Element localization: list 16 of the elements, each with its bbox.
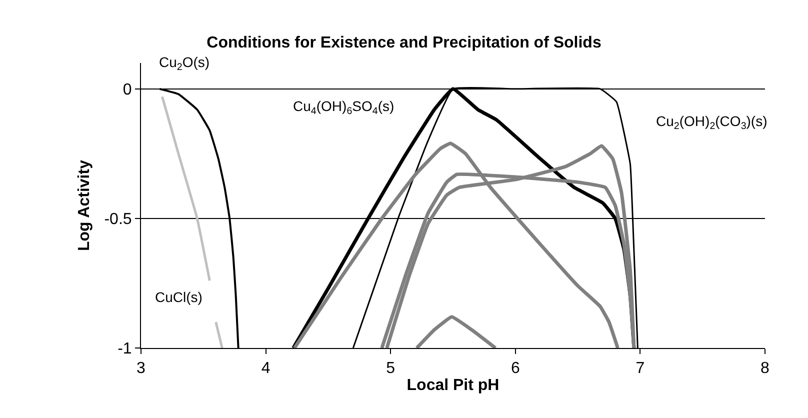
x-tick-label: 4 — [261, 360, 270, 378]
annotation: Cu$_{4}$(OH)$_{6}$SO$_{4}$(s) — [293, 98, 394, 117]
x-tick-label: 5 — [386, 360, 396, 378]
chart-title: Conditions for Existence and Precipitation of Solids — [206, 34, 602, 52]
y-tick-label: -0.5 — [104, 211, 132, 228]
x-axis-title: Local Pit pH — [406, 376, 500, 394]
annotation: Cu$_{2}$O(s) — [159, 54, 210, 73]
y-tick-label: -1 — [118, 340, 132, 358]
y-axis-title: Log Activity — [76, 160, 94, 251]
x-tick-label: 7 — [636, 360, 645, 378]
y-tick-label: 0 — [122, 82, 132, 99]
x-tick-label: 3 — [136, 360, 146, 378]
x-tick-label: 6 — [510, 360, 520, 378]
x-tick-label: 8 — [760, 360, 770, 378]
annotation: CuCl(s) — [155, 289, 202, 305]
annotation: Cu$_{2}$(OH)$_{2}$(CO$_{3}$)(s) — [656, 113, 768, 132]
